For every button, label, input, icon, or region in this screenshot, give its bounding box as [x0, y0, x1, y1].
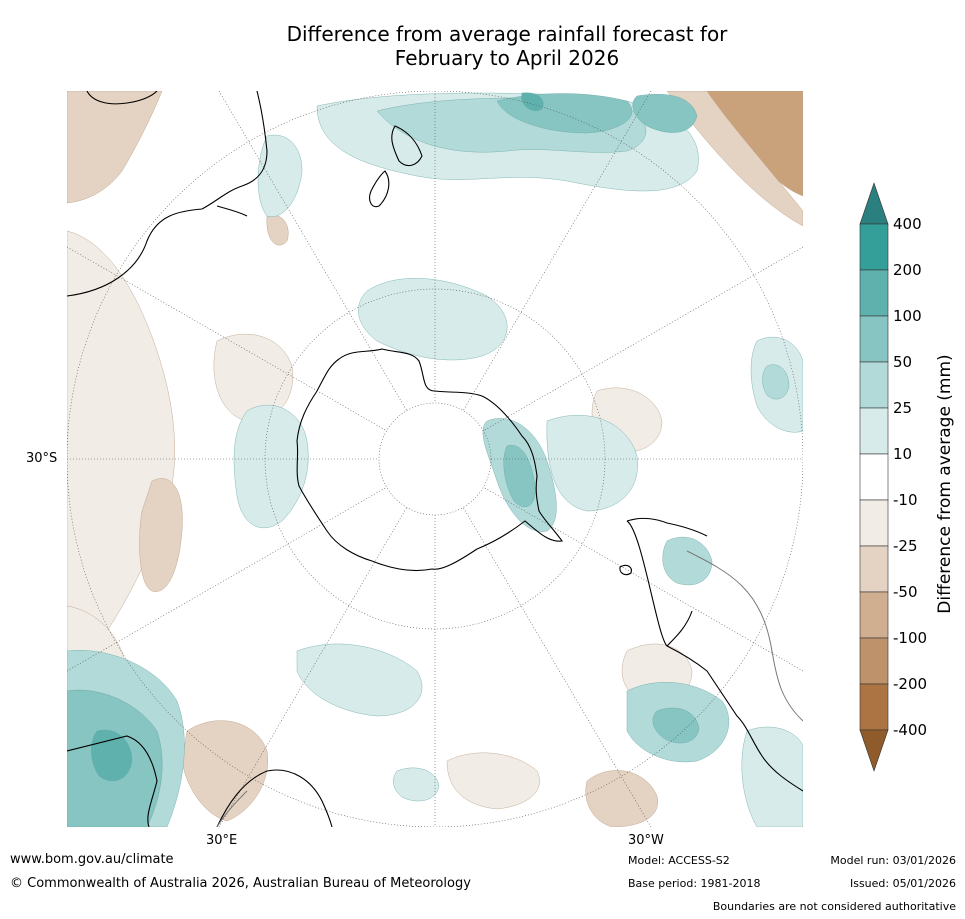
colorbar-tick-label: -25: [893, 537, 918, 555]
africa-coast: [67, 735, 333, 827]
colorbar-band: [859, 591, 889, 639]
falklands: [619, 564, 632, 576]
australia-coast: [67, 91, 268, 297]
dry-n-small: [266, 214, 289, 246]
colorbar-band: [859, 315, 889, 363]
colorbar-band: [859, 499, 889, 547]
dry-center-w: [213, 334, 293, 422]
antarctica-coast: [296, 348, 563, 572]
colorbar-band: [859, 453, 889, 501]
colorbar-band: [859, 269, 889, 317]
colorbar-tick-label: 25: [893, 399, 913, 417]
colorbar-tick-label: 100: [893, 307, 922, 325]
colorbar-tick-label: 200: [893, 261, 922, 279]
border-se: [686, 550, 803, 722]
colorbar-extend-top: [859, 182, 889, 225]
polar-map: [67, 91, 803, 827]
wet-central: [358, 278, 508, 361]
footer-issued: Issued: 05/01/2026: [849, 877, 956, 890]
colorbar-tick-label: -100: [893, 629, 928, 647]
footer-copyright: © Commonwealth of Australia 2026, Austra…: [10, 876, 471, 891]
meridian-150w: [462, 91, 652, 412]
wet-east-core: [762, 364, 790, 400]
dry-se: [585, 770, 658, 827]
lon-label-30w: 30°W: [628, 833, 664, 848]
colorbar-band: [859, 683, 889, 731]
colorbar-tick-label: 50: [893, 353, 913, 371]
footer-model-run: Model run: 03/01/2026: [830, 854, 956, 867]
wet-sa-coast: [662, 536, 713, 586]
wet-ne-dark: [632, 94, 698, 133]
colorbar-tick-label: 400: [893, 215, 922, 233]
colorbar-swatches: [859, 182, 889, 772]
footer-disclaimer: Boundaries are not considered authoritat…: [712, 900, 956, 913]
new-zealand-north: [391, 125, 423, 167]
wet-ring-west: [233, 404, 309, 529]
colorbar-label: Difference from average (mm): [935, 354, 955, 614]
colorbar-band: [859, 361, 889, 409]
meridian-30w: [462, 506, 652, 827]
colorbar-tick-label: -200: [893, 675, 928, 693]
border-sw: [216, 790, 248, 827]
colorbar-tick-label: 10: [893, 445, 913, 463]
title-line-1: Difference from average rainfall forecas…: [286, 22, 728, 46]
footer-url: www.bom.gov.au/climate: [10, 852, 174, 867]
graticule: [67, 91, 803, 827]
wet-sw-outer: [67, 650, 185, 827]
lat-label-30s: 30°S: [26, 451, 58, 466]
colorbar-band: [859, 545, 889, 593]
dry-s: [446, 752, 540, 810]
country-borders: [216, 550, 803, 827]
meridian-30e: [218, 506, 408, 827]
dry-sw: [181, 720, 268, 822]
colorbar-extend-bottom: [859, 729, 889, 772]
coastlines: [67, 91, 803, 827]
footer-model: Model: ACCESS-S2: [628, 854, 730, 867]
wet-peninsula-core: [503, 445, 536, 508]
colorbar-tick-label: -50: [893, 583, 918, 601]
lon-label-30e: 30°E: [206, 833, 238, 848]
map-title: Difference from average rainfall forecas…: [0, 22, 965, 70]
colorbar-tick-label: -400: [893, 721, 928, 739]
wet-ring-se: [546, 415, 638, 512]
south-america-coast: [626, 517, 803, 792]
wet-se-dark: [652, 707, 700, 744]
footer-base-period: Base period: 1981-2018: [628, 877, 761, 890]
colorbar: [859, 182, 889, 772]
wet-s-small: [393, 767, 440, 802]
meridian-150e: [218, 91, 408, 412]
colorbar-band: [859, 637, 889, 685]
dry-nw-corner: [67, 91, 163, 204]
wet-se-corner: [741, 726, 803, 827]
colorbar-band: [859, 407, 889, 455]
colorbar-tick-label: -10: [893, 491, 918, 509]
dry-west-blob: [139, 478, 183, 592]
dry-ne-inner: [666, 91, 803, 227]
wet-n-core: [521, 92, 544, 111]
wetter-areas: [67, 92, 803, 827]
wet-south-band: [296, 643, 423, 717]
new-zealand-south: [369, 170, 390, 208]
colorbar-band: [859, 223, 889, 271]
title-line-2: February to April 2026: [394, 46, 620, 70]
